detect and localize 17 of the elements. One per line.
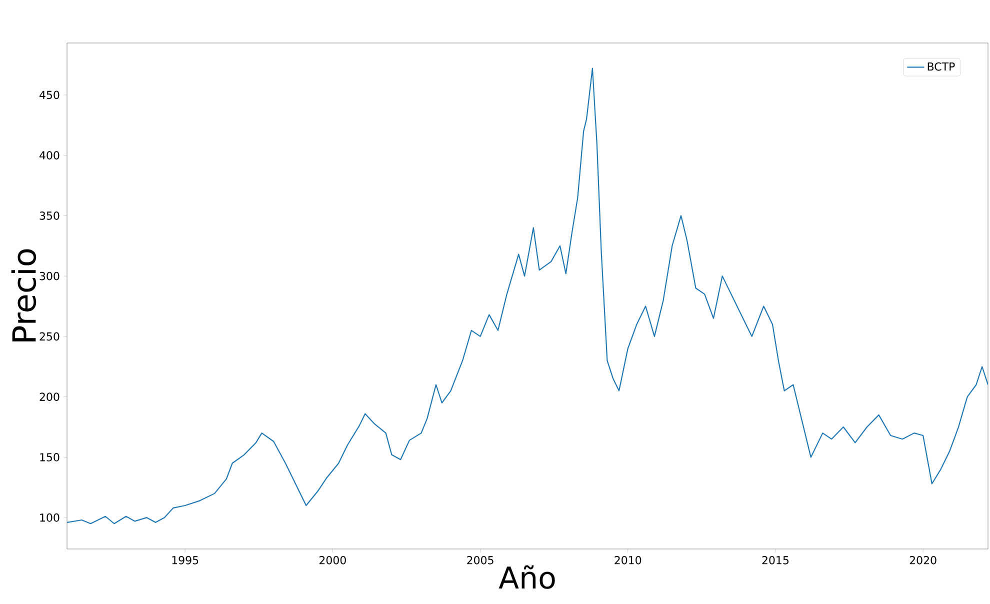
y-tick-label: 450 [40,90,60,100]
y-tick-label: 150 [40,453,60,462]
y-tick-label: 250 [40,332,60,341]
x-tick-label: 1995 [172,556,198,564]
x-tick-label: 2005 [467,556,494,564]
y-tick-label: 100 [40,513,60,522]
y-tick-label: 300 [40,272,60,280]
x-tick-label: 2015 [762,556,788,564]
y-tick-label: 400 [40,151,60,160]
x-tick-label: 2000 [319,556,346,564]
x-tick-label: 2010 [614,556,642,564]
y-tick-label: 350 [40,212,60,220]
x-axis-title: Año [498,565,555,589]
y-axis-title: Precio [11,249,36,342]
y-tick-label: 200 [40,392,60,401]
x-tick-label: 2020 [910,556,936,564]
legend-label: BCTP [928,62,955,71]
